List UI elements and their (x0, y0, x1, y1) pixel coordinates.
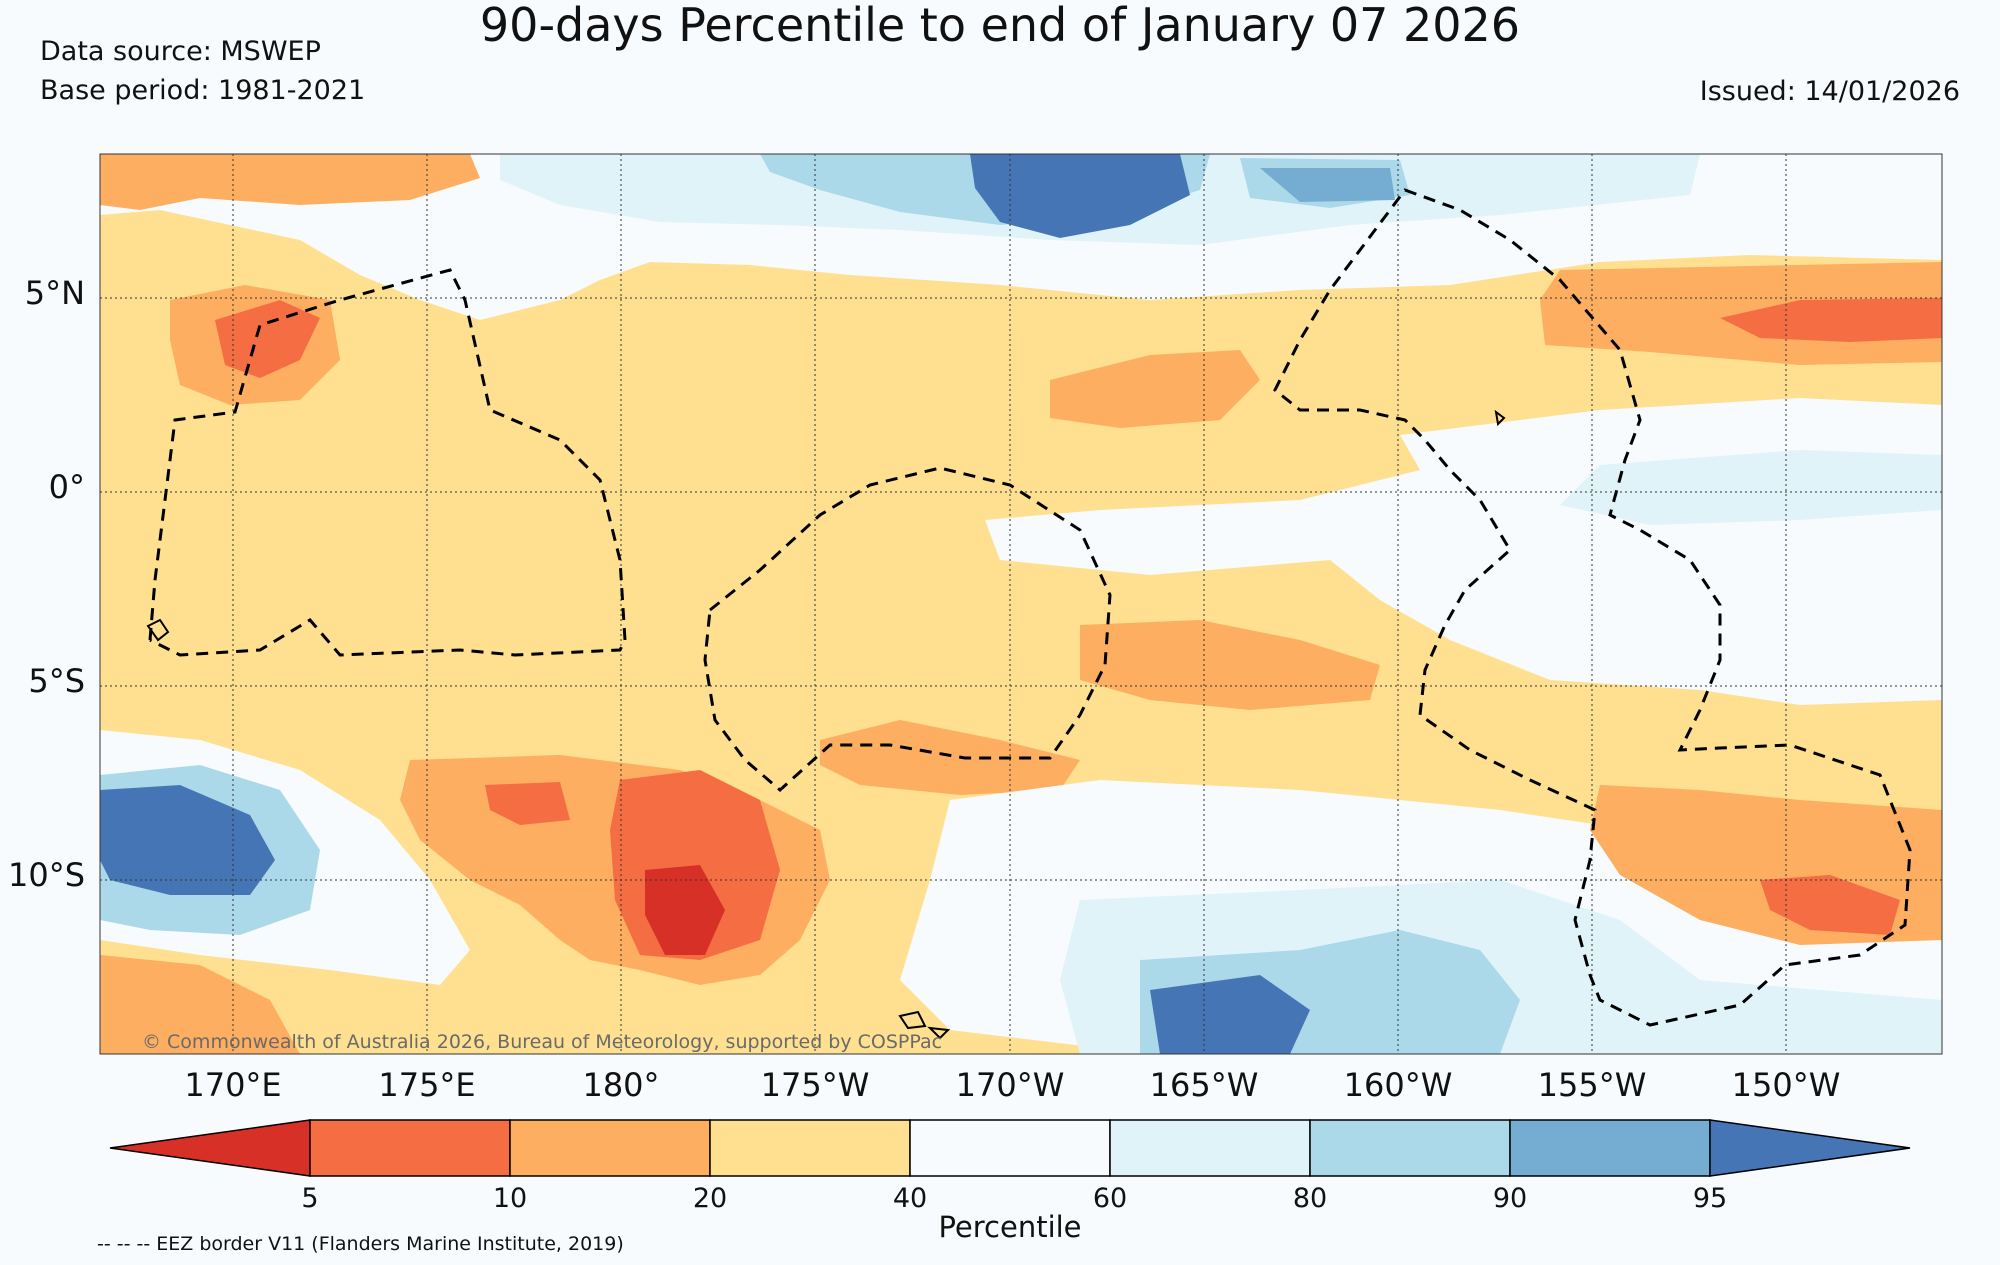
colorbar (109, 1119, 1911, 1177)
issued-date-label: Issued: 14/01/2026 (1699, 76, 1960, 107)
colorbar-segment-20-40 (709, 1119, 911, 1177)
colorbar-tick-95: 95 (1692, 1183, 1728, 1214)
dry-belt-2 (820, 720, 1080, 795)
grid-lines (100, 154, 1942, 1054)
wet-south-core (1150, 975, 1310, 1054)
lon-label-155w: 155°W (1537, 1066, 1647, 1104)
lon-label-180: 180° (582, 1066, 660, 1104)
lon-label-150w: 150°W (1731, 1066, 1841, 1104)
colorbar-tick-5: 5 (301, 1183, 319, 1214)
colorbar-segment-90-95 (1509, 1119, 1711, 1177)
colorbar-segment-10-20 (509, 1119, 711, 1177)
lat-label-5s: 5°S (28, 662, 85, 700)
dry-core-ne (1720, 298, 1942, 342)
colorbar-tick-90: 90 (1492, 1183, 1528, 1214)
dry-belt-1 (1080, 620, 1380, 710)
colorbar-segment-gt95 (1709, 1119, 1911, 1177)
copyright-notice: © Commonwealth of Australia 2026, Bureau… (142, 1031, 943, 1053)
wet-sw-core (100, 785, 275, 895)
wet-band-east-light (1560, 450, 1942, 525)
lon-label-170e: 170°E (184, 1066, 282, 1104)
lon-label-165w: 165°W (1149, 1066, 1259, 1104)
colorbar-segment-5-10 (309, 1119, 511, 1177)
colorbar-segment-80-90 (1309, 1119, 1511, 1177)
wet-core-north-4 (1260, 168, 1395, 202)
dry-sw-corner (100, 955, 300, 1054)
data-source-label: Data source: MSWEP (40, 36, 321, 67)
map-frame (100, 154, 1942, 1054)
dry-core-se (1760, 875, 1900, 935)
eez-borders (148, 188, 1912, 1027)
dry-patch-nw-top (100, 154, 480, 210)
dry-patch-central (485, 782, 570, 825)
map-title: 90-days Percentile to end of January 07 … (479, 0, 1521, 52)
base-period-label: Base period: 1981-2021 (40, 75, 366, 106)
colorbar-tick-10: 10 (492, 1183, 528, 1214)
colorbar-tick-80: 80 (1292, 1183, 1328, 1214)
colorbar-tick-20: 20 (692, 1183, 728, 1214)
map-border (99, 153, 1943, 1055)
lon-label-170w: 170°W (955, 1066, 1065, 1104)
dry-core-south-2 (645, 865, 725, 955)
lon-label-175w: 175°W (760, 1066, 870, 1104)
lon-label-160w: 160°W (1343, 1066, 1453, 1104)
islands (146, 409, 1506, 1040)
colorbar-label: Percentile (938, 1210, 1082, 1244)
colorbar-tick-60: 60 (1092, 1183, 1128, 1214)
lat-label-5n: 5°N (24, 274, 85, 312)
lat-label-0: 0° (48, 468, 85, 506)
colorbar-tick-40: 40 (892, 1183, 928, 1214)
wet-core-north-2 (970, 154, 1190, 238)
eez-kiribati-gilbert (148, 268, 627, 657)
eez-kiribati-phoenix (703, 466, 1112, 792)
colorbar-segment-60-80 (1109, 1119, 1311, 1177)
colorbar-segment-40-60 (909, 1119, 1111, 1177)
dry-core-nw (215, 300, 320, 378)
dry-blob-central-north (1050, 350, 1260, 428)
colorbar-segment-lt5 (109, 1119, 311, 1177)
eez-kiribati-line (1273, 188, 1912, 1027)
lat-label-10s: 10°S (7, 856, 85, 894)
lon-label-175e: 175°E (378, 1066, 476, 1104)
eez-legend-note: -- -- -- EEZ border V11 (Flanders Marine… (97, 1233, 624, 1255)
